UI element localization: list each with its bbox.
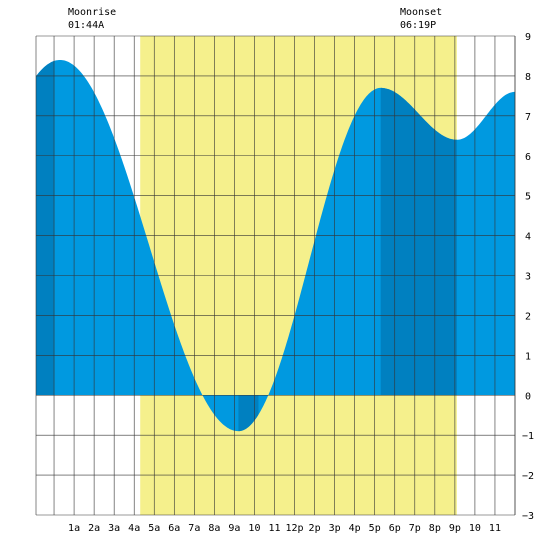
- x-tick-label: 9p: [449, 523, 461, 534]
- y-tick-label: −1: [522, 431, 534, 442]
- x-tick-label: 6a: [168, 523, 180, 534]
- x-tick-label: 8p: [429, 523, 441, 534]
- x-tick-label: 5p: [369, 523, 381, 534]
- y-tick-label: −3: [522, 511, 534, 522]
- y-tick-label: 4: [525, 232, 531, 243]
- y-tick-label: 5: [525, 192, 531, 203]
- x-tick-label: 2a: [88, 523, 100, 534]
- y-tick-label: 2: [525, 311, 531, 322]
- grid-layer: [35, 35, 516, 516]
- x-tick-label: 9a: [228, 523, 240, 534]
- x-tick-label: 10: [469, 523, 481, 534]
- y-tick-label: −2: [522, 471, 534, 482]
- x-tick-label: 1a: [68, 523, 80, 534]
- x-tick-label: 6p: [389, 523, 401, 534]
- y-tick-label: 0: [525, 391, 531, 402]
- x-tick-label: 2p: [309, 523, 321, 534]
- tide-dark-band-0: [36, 59, 55, 432]
- x-tick-label: 5a: [148, 523, 160, 534]
- x-tick-label: 11: [268, 523, 280, 534]
- moonrise-time: 01:44A: [68, 20, 104, 31]
- y-tick-label: 9: [525, 32, 531, 43]
- x-tick-label: 8a: [208, 523, 220, 534]
- axis-layer: −3 −2 −1 0 1 2 3 4 5 6 7 8 9 1a 2a 3a 4a 5a 6a 7a 8a 9a 10 11 12…: [68, 32, 534, 534]
- y-tick-label: 7: [525, 112, 531, 123]
- y-tick-label: 8: [525, 72, 531, 83]
- x-tick-label: 3a: [108, 523, 120, 534]
- x-tick-label: 7p: [409, 523, 421, 534]
- moonset-time: 06:19P: [400, 20, 436, 31]
- x-tick-label: 4a: [128, 523, 140, 534]
- x-tick-label: 10: [248, 523, 260, 534]
- x-tick-label: 12p: [286, 523, 304, 534]
- y-tick-label: 3: [525, 272, 531, 283]
- y-tick-label: 6: [525, 152, 531, 163]
- moonrise-label: Moonrise: [68, 7, 116, 18]
- x-tick-label: 4p: [349, 523, 361, 534]
- moonset-label: Moonset: [400, 7, 442, 18]
- x-tick-label: 11: [489, 523, 501, 534]
- x-tick-label: 7a: [188, 523, 200, 534]
- y-tick-label: 1: [525, 351, 531, 362]
- x-tick-label: 3p: [329, 523, 341, 534]
